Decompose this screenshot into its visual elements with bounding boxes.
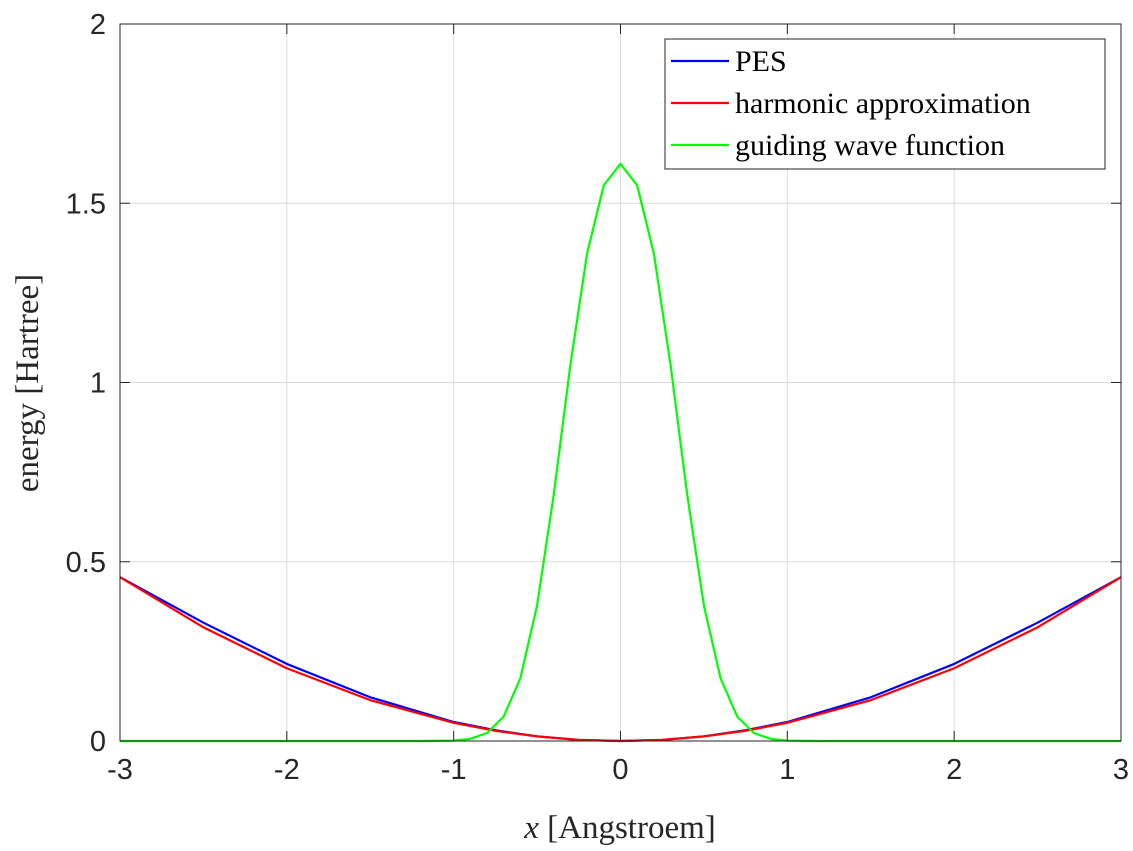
x-axis-title: x [Angstroem] — [523, 810, 716, 846]
x-tick-label: -3 — [107, 754, 133, 786]
series-line-2 — [120, 162, 1121, 743]
axes — [119, 23, 1122, 742]
y-tick-label: 1 — [90, 368, 106, 400]
legend-label: harmonic approximation — [735, 87, 1031, 120]
legend-box — [664, 38, 1106, 170]
legend: PES harmonic approximation guiding wave fu… — [664, 38, 1106, 170]
legend-label: guiding wave function — [735, 129, 1005, 162]
y-axis-title: energy [Hartree] — [10, 274, 46, 492]
x-tick-label: 0 — [612, 754, 628, 786]
x-tick-label: -2 — [274, 754, 300, 786]
y-tick-label: 0.5 — [66, 547, 106, 579]
y-tick-label: 1.5 — [66, 188, 106, 220]
x-tick-label: -1 — [441, 754, 467, 786]
legend-label: PES — [735, 45, 787, 78]
y-tick-label: 2 — [90, 9, 106, 41]
x-tick-label: 1 — [779, 754, 795, 786]
x-axis-variable: x — [523, 810, 539, 846]
tick-labels: -3 -2 -1 0 1 2 3 0 0.5 1 1.5 2 — [66, 9, 1129, 786]
x-axis-unit: [Angstroem] — [539, 810, 716, 846]
x-tick-label: 2 — [946, 754, 962, 786]
y-tick-label: 0 — [90, 726, 106, 758]
x-tick-label: 3 — [1113, 754, 1129, 786]
